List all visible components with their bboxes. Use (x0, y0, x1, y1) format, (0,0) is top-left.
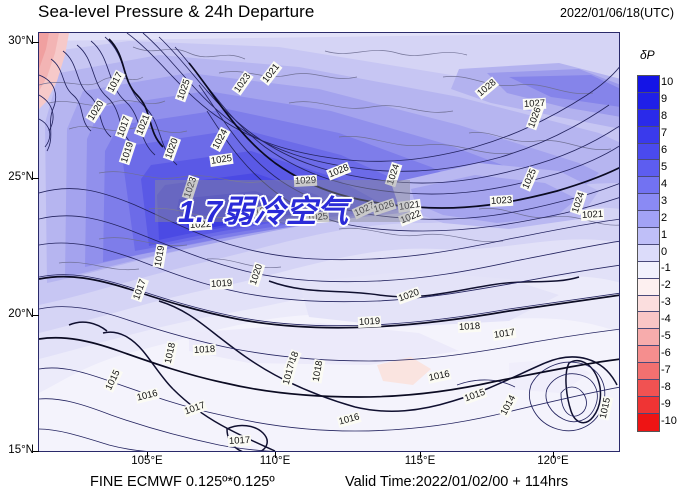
contour-label: 1019 (357, 315, 382, 328)
colorbar-tick-label: 6 (661, 144, 668, 157)
colorbar-cell (638, 295, 659, 313)
colorbar-labels: 10 9 8 7 6 5 4 3 2 1 0 -1 -2 -3 -4 -5 -6 -7 -8 -9 -10 (661, 75, 680, 432)
lat-tick-mark (33, 451, 39, 452)
negative-departure-patch (39, 33, 69, 109)
colorbar-tick-label: -4 (661, 313, 671, 326)
colorbar-cell (638, 160, 659, 178)
colorbar-tick-label: 3 (661, 194, 668, 207)
watermark-band (155, 180, 410, 222)
coastline (68, 276, 618, 451)
colorbar-cell (638, 76, 659, 93)
contour-label: 1023 (489, 194, 514, 207)
lat-tick-label: 30°N (8, 35, 34, 47)
colorbar-tick-label: -8 (661, 380, 671, 393)
map-graphics (39, 33, 619, 451)
colorbar-title: δP (640, 48, 655, 62)
lat-tick-mark (33, 178, 39, 179)
lat-tick-label: 15°N (8, 444, 34, 456)
contour-label: 1021 (580, 208, 605, 221)
colorbar-tick-label: 1 (661, 228, 668, 241)
colorbar-tick-label: 7 (661, 127, 668, 140)
colorbar-cell (638, 346, 659, 364)
colorbar-tick-label: -5 (661, 330, 671, 343)
lon-tick-mark (147, 452, 148, 458)
colorbar-tick-label: 8 (661, 110, 668, 123)
contour-label: 1018 (457, 320, 482, 333)
colorbar-cell (638, 92, 659, 110)
colorbar-cell (638, 329, 659, 347)
lon-tick-label: 115°E (404, 455, 436, 467)
model-label: FINE ECMWF 0.125º*0.125º (90, 474, 275, 490)
colorbar-cell (638, 278, 659, 296)
lat-tick-mark (33, 315, 39, 316)
colorbar-cell (638, 228, 659, 245)
contour-label: 1019 (209, 277, 234, 290)
colorbar-cell (638, 312, 659, 330)
date-stamp: 2022/01/06/18(UTC) (560, 6, 674, 20)
colorbar-tick-label: 4 (661, 177, 668, 190)
colorbar-tick-label: -7 (661, 363, 671, 376)
map-canvas (39, 33, 619, 451)
lon-tick-mark (275, 452, 276, 458)
colorbar-cell (638, 413, 659, 431)
colorbar-cell (638, 109, 659, 127)
colorbar-tick-label: -3 (661, 296, 671, 309)
lon-tick-mark (420, 452, 421, 458)
lat-tick-label: 25°N (8, 171, 34, 183)
colorbar-cell (638, 194, 659, 212)
colorbar-tick-label: -9 (661, 397, 671, 410)
colorbar-tick-label: -1 (661, 262, 671, 275)
lon-tick-label: 105°E (131, 455, 163, 467)
colorbar-tick-label: 2 (661, 211, 668, 224)
colorbar-tick-label: 5 (661, 160, 668, 173)
colorbar-tick-label: 10 (661, 76, 674, 89)
colorbar-cell (638, 396, 659, 414)
colorbar-tick-label: -10 (661, 414, 677, 427)
lat-tick-mark (33, 42, 39, 43)
watermark-text: 1.7弱冷空气 (178, 194, 349, 229)
page-title: Sea-level Pressure & 24h Departure (38, 2, 315, 21)
valid-time-label: Valid Time:2022/01/02/00 + 114hrs (345, 474, 569, 490)
colorbar-cell (638, 244, 659, 262)
colorbar-cell (638, 143, 659, 161)
colorbar-cell (638, 177, 659, 195)
contour-label: 1017 (227, 434, 252, 447)
colorbar-tick-label: -2 (661, 279, 671, 292)
colorbar-cell (638, 261, 659, 279)
colorbar-tick-label: 9 (661, 93, 668, 106)
colorbar-cell (638, 211, 659, 229)
lon-tick-label: 110°E (259, 455, 291, 467)
weather-map[interactable] (38, 32, 620, 452)
colorbar-cell (638, 380, 659, 397)
colorbar-tick-label: -6 (661, 346, 671, 359)
lat-tick-label: 20°N (8, 308, 34, 320)
colorbar[interactable] (637, 75, 660, 432)
contour-label: 1018 (192, 343, 217, 356)
colorbar-tick-label: 0 (661, 245, 668, 258)
lon-tick-label: 120°E (537, 455, 569, 467)
negative-departure-patch-taiwan (377, 357, 431, 385)
colorbar-cell (638, 126, 659, 144)
colorbar-cell (638, 363, 659, 381)
lon-tick-mark (553, 452, 554, 458)
